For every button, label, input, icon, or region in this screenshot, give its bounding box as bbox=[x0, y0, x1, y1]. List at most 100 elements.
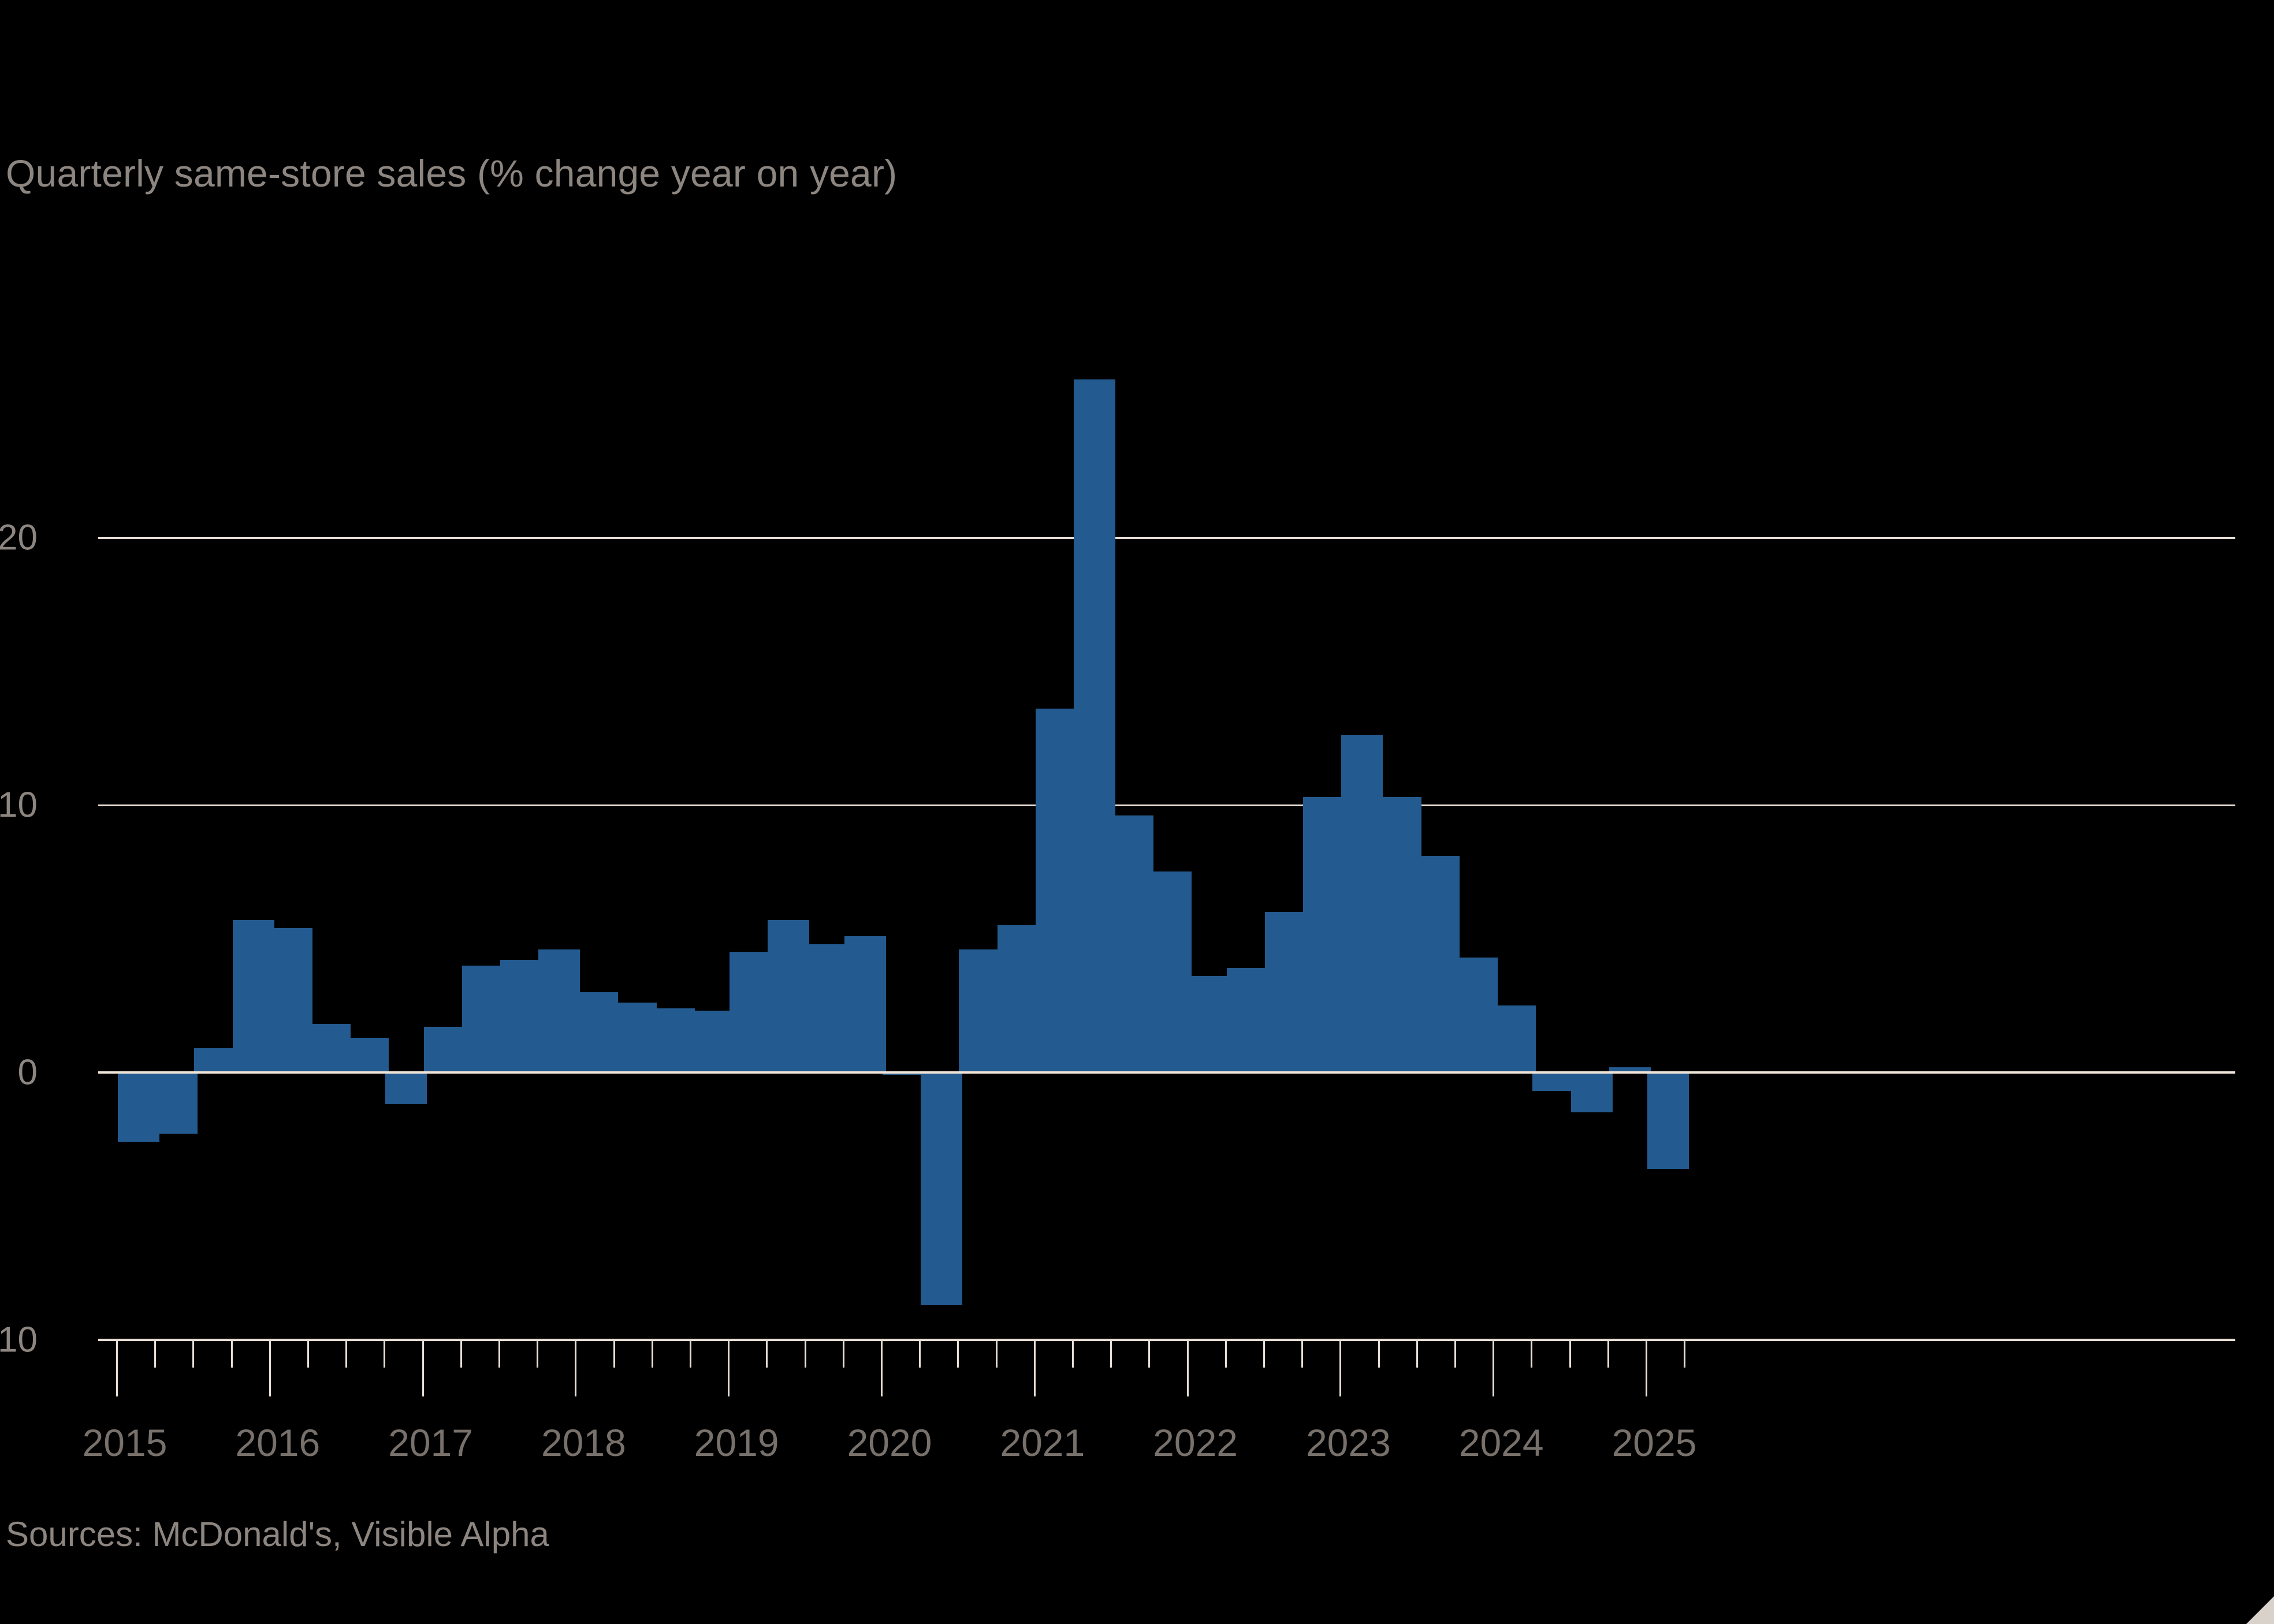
bar bbox=[1609, 1067, 1651, 1072]
bar bbox=[1265, 911, 1307, 1072]
x-axis-minor-tick bbox=[1301, 1340, 1304, 1368]
bar bbox=[691, 1011, 733, 1072]
x-axis-minor-tick bbox=[613, 1340, 615, 1368]
chart-subtitle: Quarterly same-store sales (% change yea… bbox=[6, 152, 898, 195]
bar bbox=[730, 952, 772, 1072]
gridline bbox=[98, 804, 2235, 806]
bar bbox=[1417, 855, 1460, 1072]
x-axis-minor-tick bbox=[1378, 1340, 1380, 1368]
x-axis-minor-tick bbox=[1569, 1340, 1571, 1368]
bar bbox=[1226, 968, 1268, 1072]
bar bbox=[309, 1024, 351, 1072]
bar bbox=[844, 936, 886, 1072]
x-axis-minor-tick bbox=[498, 1340, 500, 1368]
bar bbox=[1074, 379, 1115, 1072]
corner-marker bbox=[2246, 1596, 2274, 1624]
x-axis-major-tick bbox=[1339, 1340, 1342, 1396]
bar bbox=[1112, 815, 1154, 1072]
bar bbox=[1456, 957, 1498, 1072]
x-axis-minor-tick bbox=[766, 1340, 768, 1368]
chart-source: Sources: McDonald's, Visible Alpha bbox=[6, 1515, 549, 1554]
x-axis-minor-tick bbox=[1531, 1340, 1533, 1368]
y-axis-tick-label: -10 bbox=[0, 1320, 38, 1360]
x-axis-minor-tick bbox=[919, 1340, 921, 1368]
bar bbox=[500, 960, 542, 1072]
x-axis-tick-label: 2015 bbox=[82, 1421, 168, 1464]
y-axis-tick-label: 20 bbox=[0, 517, 38, 558]
x-axis-minor-tick bbox=[1225, 1340, 1227, 1368]
bar bbox=[423, 1027, 466, 1072]
bar bbox=[883, 1072, 924, 1075]
x-axis-tick-label: 2019 bbox=[694, 1421, 779, 1464]
bar bbox=[653, 1008, 695, 1072]
x-axis-major-tick bbox=[881, 1340, 883, 1396]
bar bbox=[921, 1072, 963, 1305]
x-axis-minor-tick bbox=[1263, 1340, 1265, 1368]
x-axis-line bbox=[98, 1339, 2235, 1341]
x-axis-major-tick bbox=[1033, 1340, 1036, 1396]
bar bbox=[576, 992, 619, 1072]
x-axis-tick-label: 2022 bbox=[1153, 1421, 1238, 1464]
x-axis-minor-tick bbox=[842, 1340, 844, 1368]
bar bbox=[232, 919, 274, 1072]
bar bbox=[385, 1072, 427, 1105]
bar bbox=[1341, 735, 1383, 1072]
x-axis-minor-tick bbox=[384, 1340, 386, 1368]
x-axis-minor-tick bbox=[1607, 1340, 1609, 1368]
x-axis-tick-label: 2020 bbox=[847, 1421, 932, 1464]
bar bbox=[347, 1037, 389, 1072]
x-axis-minor-tick bbox=[957, 1340, 959, 1368]
bar bbox=[462, 965, 504, 1072]
bar bbox=[615, 1003, 657, 1072]
bar bbox=[194, 1048, 236, 1072]
x-axis-major-tick bbox=[269, 1340, 271, 1396]
x-axis-minor-tick bbox=[230, 1340, 233, 1368]
y-axis-tick-label: 0 bbox=[17, 1052, 38, 1093]
bar bbox=[1532, 1072, 1575, 1092]
x-axis-minor-tick bbox=[1110, 1340, 1112, 1368]
x-axis-minor-tick bbox=[154, 1340, 157, 1368]
bar bbox=[1379, 796, 1421, 1072]
x-axis-minor-tick bbox=[307, 1340, 309, 1368]
x-axis-major-tick bbox=[116, 1340, 118, 1396]
y-axis-tick-label: 10 bbox=[0, 785, 38, 825]
bar bbox=[806, 944, 848, 1072]
x-axis-minor-tick bbox=[690, 1340, 691, 1368]
bar bbox=[1570, 1072, 1613, 1113]
x-axis-major-tick bbox=[1493, 1340, 1495, 1396]
x-axis-minor-tick bbox=[1684, 1340, 1686, 1368]
x-axis-minor-tick bbox=[460, 1340, 462, 1368]
bar bbox=[118, 1072, 159, 1142]
x-axis-major-tick bbox=[1646, 1340, 1647, 1396]
bar bbox=[1494, 1005, 1536, 1072]
x-axis-tick-label: 2017 bbox=[388, 1421, 474, 1464]
bar bbox=[1150, 871, 1192, 1072]
bar bbox=[768, 919, 810, 1072]
x-axis-minor-tick bbox=[651, 1340, 653, 1368]
x-axis-tick-label: 2021 bbox=[1000, 1421, 1085, 1464]
x-axis-tick-label: 2018 bbox=[541, 1421, 626, 1464]
x-axis-major-tick bbox=[422, 1340, 424, 1396]
bar bbox=[270, 928, 312, 1072]
bar bbox=[156, 1072, 198, 1134]
x-axis-major-tick bbox=[728, 1340, 730, 1396]
x-axis-tick-label: 2023 bbox=[1305, 1421, 1391, 1464]
bar bbox=[1035, 708, 1077, 1072]
x-axis-tick-label: 2024 bbox=[1458, 1421, 1544, 1464]
plot-area: 20 10 0 -10 2015 2016 2017 2018 2019 2020 2021 2022… bbox=[0, 323, 2235, 1464]
bar bbox=[1188, 976, 1230, 1072]
x-axis-minor-tick bbox=[1454, 1340, 1456, 1368]
x-axis-minor-tick bbox=[1148, 1340, 1151, 1368]
x-axis-minor-tick bbox=[804, 1340, 806, 1368]
bar bbox=[959, 949, 1001, 1072]
bar bbox=[997, 925, 1039, 1072]
x-axis-minor-tick bbox=[1072, 1340, 1074, 1368]
x-axis-tick-label: 2016 bbox=[235, 1421, 321, 1464]
x-axis-minor-tick bbox=[345, 1340, 348, 1368]
x-axis-tick-label: 2025 bbox=[1611, 1421, 1697, 1464]
bar bbox=[1647, 1072, 1689, 1169]
x-axis-major-tick bbox=[575, 1340, 577, 1396]
x-axis-minor-tick bbox=[537, 1340, 539, 1368]
zero-line bbox=[98, 1071, 2235, 1074]
